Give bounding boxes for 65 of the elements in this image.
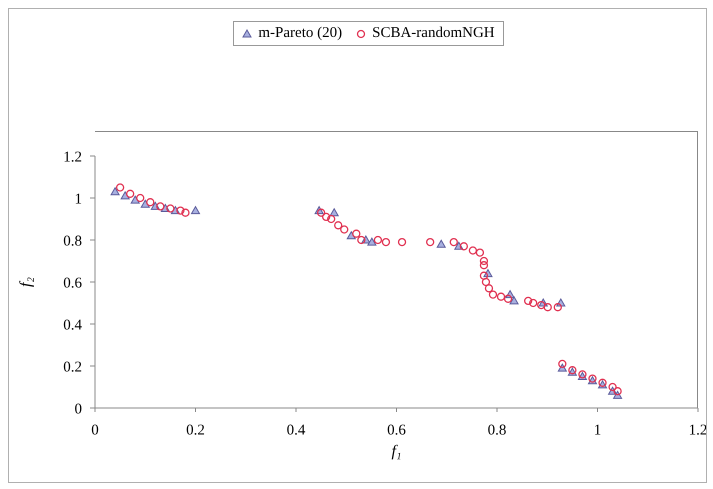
point xyxy=(510,296,519,304)
point xyxy=(524,296,532,306)
point xyxy=(382,238,390,246)
point xyxy=(426,238,434,246)
point xyxy=(537,300,546,310)
point xyxy=(176,206,185,215)
point xyxy=(558,360,566,368)
point xyxy=(374,236,382,244)
point xyxy=(316,208,326,217)
point xyxy=(126,190,134,198)
point xyxy=(156,202,164,211)
point xyxy=(480,256,488,266)
point xyxy=(110,187,120,196)
point xyxy=(340,225,348,234)
point xyxy=(367,238,376,246)
point xyxy=(116,183,124,192)
point xyxy=(120,191,130,200)
point xyxy=(476,248,484,257)
point xyxy=(504,294,512,303)
legend-label: m-Pareto (20) xyxy=(257,25,342,42)
y-tick-label: 0.6 xyxy=(63,275,82,292)
point xyxy=(613,387,622,396)
point xyxy=(484,284,494,292)
point xyxy=(480,261,488,270)
y-tick-label: 1.2 xyxy=(63,149,82,166)
point xyxy=(488,290,498,299)
point xyxy=(436,240,446,248)
x-tick-label: 0.6 xyxy=(387,422,406,439)
point xyxy=(496,292,506,301)
point xyxy=(136,194,144,202)
point xyxy=(357,236,366,244)
point xyxy=(130,196,140,204)
x-axis-title: f₁ xyxy=(391,443,402,460)
point xyxy=(480,272,488,280)
x-tick-label: 0.4 xyxy=(286,422,306,439)
point xyxy=(181,208,190,217)
point xyxy=(346,231,356,240)
point xyxy=(322,212,330,222)
point xyxy=(330,208,339,216)
point xyxy=(146,198,154,206)
y-axis-title: f₂ xyxy=(18,276,35,288)
x-tick-label: 0.8 xyxy=(488,422,506,439)
point xyxy=(352,230,360,238)
point xyxy=(482,278,490,286)
x-tick-label: 1 xyxy=(594,422,602,439)
x-tick-label: 0.2 xyxy=(186,422,205,439)
point xyxy=(327,214,336,224)
point xyxy=(460,242,468,250)
legend-label: SCBA-randomNGH xyxy=(371,25,495,42)
point xyxy=(468,246,478,255)
point xyxy=(334,221,342,230)
y-tick-label: 1 xyxy=(74,191,82,208)
point xyxy=(166,204,175,213)
y-tick-label: 0.4 xyxy=(63,317,82,334)
point xyxy=(529,298,538,308)
point xyxy=(554,303,562,312)
point xyxy=(398,238,406,246)
point xyxy=(450,238,458,246)
y-tick-label: 0 xyxy=(74,401,82,418)
y-tick-label: 0.8 xyxy=(63,233,82,250)
y-tick-label: 0.2 xyxy=(63,359,82,376)
x-tick-label: 0 xyxy=(91,422,99,439)
point xyxy=(544,303,552,312)
point xyxy=(608,382,617,392)
point xyxy=(191,206,200,214)
